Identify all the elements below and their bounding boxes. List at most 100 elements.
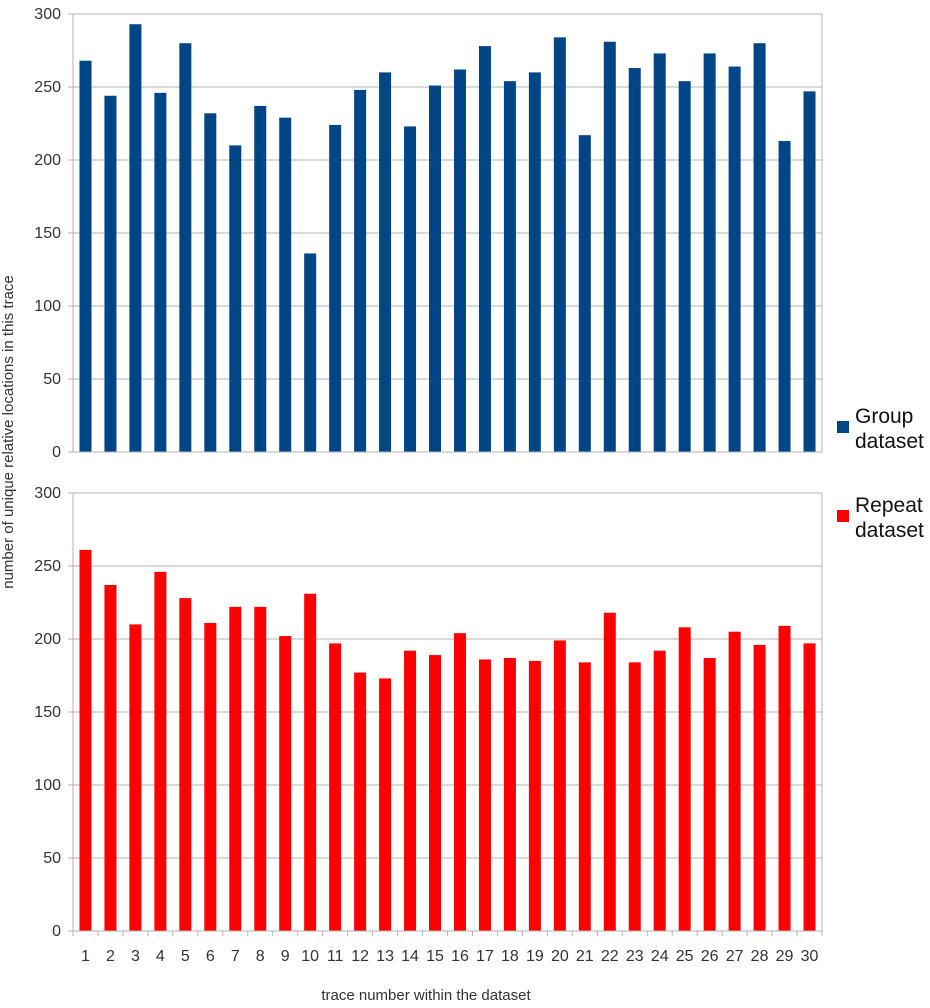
group-bar-11 xyxy=(329,124,342,453)
repeat-dataset-panel: 0 50 100 150 200 250 300 xyxy=(34,485,823,940)
group-bar-29 xyxy=(778,141,791,452)
group-bar-19 xyxy=(528,72,541,453)
repeat-bar-27 xyxy=(728,631,741,931)
x-tick-label: 12 xyxy=(351,948,369,965)
group-bar-18 xyxy=(503,81,516,452)
y-tick-label: 200 xyxy=(34,152,61,169)
x-tick-label: 25 xyxy=(676,948,694,965)
group-bar-16 xyxy=(453,69,466,452)
x-tick-label: 13 xyxy=(376,948,394,965)
y-tick-label: 250 xyxy=(34,79,61,96)
group-bar-28 xyxy=(753,43,766,452)
repeat-bar-8 xyxy=(254,606,267,931)
repeat-bar-3 xyxy=(129,624,142,931)
repeat-bar-15 xyxy=(429,655,442,931)
legend-label: Repeat xyxy=(855,494,923,517)
group-bar-26 xyxy=(703,53,716,453)
y-tick-label: 50 xyxy=(43,371,61,388)
group-bar-13 xyxy=(379,72,392,453)
group-bar-22 xyxy=(603,41,616,453)
x-tick-label: 5 xyxy=(181,948,190,965)
group-bar-3 xyxy=(129,24,142,452)
repeat-bar-24 xyxy=(653,650,666,931)
group-bar-25 xyxy=(678,81,691,452)
y-tick-label: 0 xyxy=(52,444,61,461)
x-tick-label: 23 xyxy=(626,948,644,965)
group-bar-4 xyxy=(154,92,167,452)
x-tick-label: 3 xyxy=(131,948,140,965)
x-tick-label: 20 xyxy=(551,948,569,965)
repeat-bar-28 xyxy=(753,644,766,931)
repeat-bar-2 xyxy=(104,584,117,931)
x-tick-label: 27 xyxy=(726,948,744,965)
group-bar-20 xyxy=(553,37,566,453)
y-tick-label: 150 xyxy=(34,704,61,721)
x-tick-label: 11 xyxy=(327,948,344,965)
legend-swatch xyxy=(837,510,849,522)
x-tick-label: 17 xyxy=(476,948,494,965)
repeat-bar-26 xyxy=(703,657,716,931)
repeat-bar-12 xyxy=(354,672,367,931)
group-bar-5 xyxy=(179,43,192,452)
group-bar-10 xyxy=(304,253,317,452)
repeat-bar-1 xyxy=(79,549,92,931)
repeat-bar-9 xyxy=(279,636,292,931)
x-tick-label: 28 xyxy=(751,948,769,965)
x-tick-label: 6 xyxy=(206,948,215,965)
x-tick-label: 16 xyxy=(451,948,469,965)
x-tick-label: 29 xyxy=(776,948,794,965)
x-tick-label: 1 xyxy=(81,948,90,965)
x-tick-label: 15 xyxy=(426,948,444,965)
y-tick-label: 100 xyxy=(34,777,61,794)
y-tick-label: 0 xyxy=(52,923,61,940)
group-bar-9 xyxy=(279,117,292,452)
x-tick-label: 14 xyxy=(401,948,419,965)
x-axis-title: trace number within the dataset xyxy=(321,987,531,1004)
y-tick-label: 150 xyxy=(34,225,61,242)
group-bar-14 xyxy=(404,126,417,453)
x-tick-label: 4 xyxy=(156,948,165,965)
repeat-bar-25 xyxy=(678,627,691,931)
repeat-bar-10 xyxy=(304,593,317,931)
repeat-bar-14 xyxy=(404,650,417,931)
repeat-bar-4 xyxy=(154,571,167,931)
x-tick-label: 18 xyxy=(501,948,519,965)
x-tick-label: 2 xyxy=(106,948,115,965)
legend-label: dataset xyxy=(855,519,924,542)
y-tick-label: 250 xyxy=(34,558,61,575)
repeat-bar-29 xyxy=(778,625,791,931)
x-tick-label: 8 xyxy=(256,948,265,965)
repeat-bar-22 xyxy=(603,612,616,931)
x-tick-label: 21 xyxy=(576,948,594,965)
y-axis-title: number of unique relative locations in t… xyxy=(0,275,17,589)
legend-label: dataset xyxy=(855,430,924,453)
repeat-bar-20 xyxy=(553,640,566,931)
repeat-bar-7 xyxy=(229,606,242,931)
x-tick-label: 19 xyxy=(526,948,544,965)
y-tick-label: 50 xyxy=(43,850,61,867)
y-tick-label: 100 xyxy=(34,298,61,315)
group-bar-30 xyxy=(803,91,816,452)
legend-swatch xyxy=(837,421,849,433)
x-tick-label: 10 xyxy=(301,948,319,965)
group-bar-24 xyxy=(653,53,666,453)
group-dataset-panel: 0 50 100 150 200 250 300 xyxy=(34,6,823,461)
x-tick-label: 9 xyxy=(281,948,290,965)
group-bar-6 xyxy=(204,113,217,452)
repeat-bar-19 xyxy=(528,660,541,931)
x-tick-label: 30 xyxy=(801,948,819,965)
group-bar-17 xyxy=(478,46,491,453)
repeat-bar-18 xyxy=(503,657,516,931)
x-tick-labels: 1 2 3 4 5 6 7 8 9 10 11 12 13 14 15 16 17 18 19 20 21 22 23 24 2… xyxy=(72,931,823,965)
repeat-bar-5 xyxy=(179,598,192,931)
group-bar-27 xyxy=(728,66,741,452)
group-bar-7 xyxy=(229,145,242,452)
legend-label: Group xyxy=(855,405,913,428)
x-tick-label: 22 xyxy=(601,948,619,965)
repeat-bar-13 xyxy=(379,678,392,931)
x-tick-label: 24 xyxy=(651,948,669,965)
group-bar-2 xyxy=(104,95,117,452)
repeat-bar-6 xyxy=(204,622,217,931)
group-bar-23 xyxy=(628,68,641,453)
